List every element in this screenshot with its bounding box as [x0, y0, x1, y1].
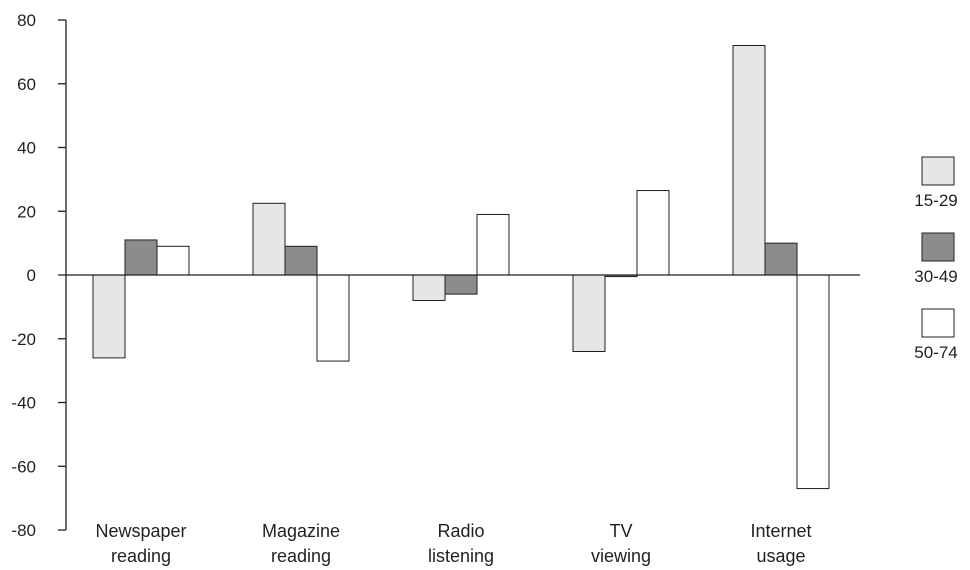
category-label: reading [111, 546, 171, 566]
bars [92, 45, 830, 490]
category-label: Magazine [262, 521, 340, 541]
x-axis-labels: Newspaper reading Magazine reading Radio list… [95, 521, 811, 566]
y-tick-label: 0 [27, 266, 36, 285]
legend-label: 50-74 [914, 343, 957, 362]
bar [124, 239, 158, 276]
legend-swatch [921, 308, 955, 338]
bar [92, 274, 126, 359]
legend: 15-29 30-49 50-74 [914, 156, 958, 362]
bar [764, 242, 798, 276]
category-label: Internet [750, 521, 811, 541]
category-label: TV [609, 521, 632, 541]
bar [476, 213, 510, 276]
y-tick-label: -20 [11, 330, 36, 349]
y-tick-label: 40 [17, 139, 36, 158]
y-tick-label: -80 [11, 521, 36, 540]
category-label: reading [271, 546, 331, 566]
y-tick-label: -40 [11, 394, 36, 413]
category-label: listening [428, 546, 494, 566]
bar [156, 245, 190, 276]
legend-swatch [921, 156, 955, 186]
y-axis: 80 60 40 20 0 -20 -40 -60 -80 [11, 11, 67, 540]
category-label: usage [756, 546, 805, 566]
bar [316, 274, 350, 362]
legend-label: 15-29 [914, 191, 957, 210]
y-tick-label: 20 [17, 202, 36, 221]
bar [252, 202, 286, 276]
bar [636, 190, 670, 276]
bar [444, 274, 478, 295]
legend-swatch [921, 232, 955, 262]
category-label: viewing [591, 546, 651, 566]
bar [412, 274, 446, 301]
category-label: Newspaper [95, 521, 186, 541]
bar [284, 245, 318, 276]
y-tick-label: 80 [17, 11, 36, 30]
bar [796, 274, 830, 490]
legend-label: 30-49 [914, 267, 957, 286]
y-tick-label: 60 [17, 75, 36, 94]
bar [572, 274, 606, 352]
y-tick-label: -60 [11, 457, 36, 476]
category-label: Radio [437, 521, 484, 541]
bar [732, 45, 766, 276]
